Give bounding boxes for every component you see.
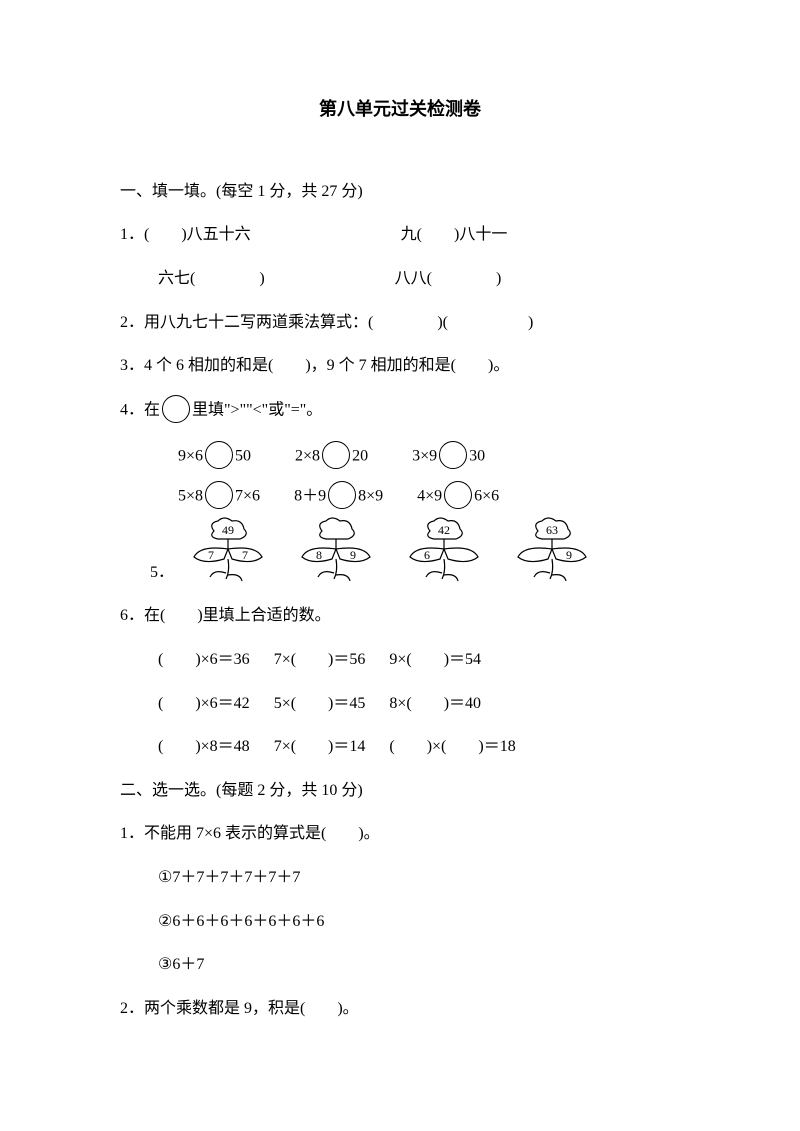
q4-row1: 9×6 50 2×8 20 3×9 30 [120,443,680,471]
q4r1cv: 30 [469,447,485,464]
q1d-text: 八八( ) [395,270,502,287]
s2q1c: ③6＋7 [120,952,680,978]
q4r2bv: 8×9 [358,487,383,504]
svg-text:9: 9 [566,548,572,562]
q4r1a: 9×6 [178,447,203,464]
svg-text:6: 6 [424,548,430,562]
circle-icon [328,481,356,509]
circle-icon [439,441,467,469]
q6-row3: ( )×8＝48 7×( )＝14 ( )×( )＝18 [120,734,680,760]
q4r2c: 4×9 [417,487,442,504]
q5-flowers: 5． 49 7 7 8 9 42 6 63 9 [120,517,680,596]
q6r1b: 7×( )＝56 [274,647,366,673]
q6r2b: 5×( )＝45 [274,691,366,717]
q6-row1: ( )×6＝36 7×( )＝56 9×( )＝54 [120,647,680,673]
page-title: 第八单元过关检测卷 [120,95,680,124]
circle-icon [162,395,190,423]
svg-text:8: 8 [316,548,322,562]
circle-icon [205,481,233,509]
s2q1: 1．不能用 7×6 表示的算式是( )。 [120,821,680,847]
circle-icon [444,481,472,509]
s2q1b: ②6＋6＋6＋6＋6＋6＋6 [120,909,680,935]
section1-header: 一、填一填。(每空 1 分，共 27 分) [120,179,680,205]
svg-text:7: 7 [208,548,214,562]
svg-text:63: 63 [546,523,558,537]
circle-icon [322,441,350,469]
q4r2av: 7×6 [235,487,260,504]
q6r3a: ( )×8＝48 [158,734,250,760]
q4r1bv: 20 [352,447,368,464]
q4r1av: 50 [235,447,251,464]
svg-text:42: 42 [438,523,450,537]
q6-row2: ( )×6＝42 5×( )＝45 8×( )＝40 [120,691,680,717]
q2: 2．用八九七十二写两道乘法算式：( )( ) [120,310,680,336]
q1c-text: 六七( ) [158,270,265,287]
q4-row2: 5×8 7×6 8＋9 8×9 4×9 6×6 [120,483,680,511]
q4-header: 4．在 里填">""<"或"="。 [120,397,680,425]
q1a-text: 1．( )八五十六 [120,226,251,243]
q4r1b: 2×8 [295,447,320,464]
q4r2b: 8＋9 [294,487,326,504]
s2q2: 2．两个乘数都是 9，积是( )。 [120,996,680,1022]
q6-header: 6．在( )里填上合适的数。 [120,603,680,629]
q1-line1: 1．( )八五十六 九( )八十一 [120,222,680,248]
q1-line2: 六七( ) 八八( ) [120,266,680,292]
q3: 3．4 个 6 相加的和是( )，9 个 7 相加的和是( )。 [120,353,680,379]
section2-header: 二、选一选。(每题 2 分，共 10 分) [120,778,680,804]
q6r2c: 8×( )＝40 [389,691,481,717]
svg-text:9: 9 [350,548,356,562]
svg-text:7: 7 [242,548,248,562]
circle-icon [205,441,233,469]
q6r1a: ( )×6＝36 [158,647,250,673]
s2q1a: ①7＋7＋7＋7＋7＋7 [120,865,680,891]
q4r1c: 3×9 [412,447,437,464]
q6r1c: 9×( )＝54 [389,647,481,673]
q6r3c: ( )×( )＝18 [389,734,515,760]
q4h-b: 里填">""<"或"="。 [192,401,322,418]
q5-number: 5． [150,560,174,586]
q4h-a: 4．在 [120,401,160,418]
svg-text:49: 49 [222,523,234,537]
q4r2a: 5×8 [178,487,203,504]
q6r3b: 7×( )＝14 [274,734,366,760]
q6r2a: ( )×6＝42 [158,691,250,717]
q1b-text: 九( )八十一 [401,226,508,243]
q4r2cv: 6×6 [474,487,499,504]
